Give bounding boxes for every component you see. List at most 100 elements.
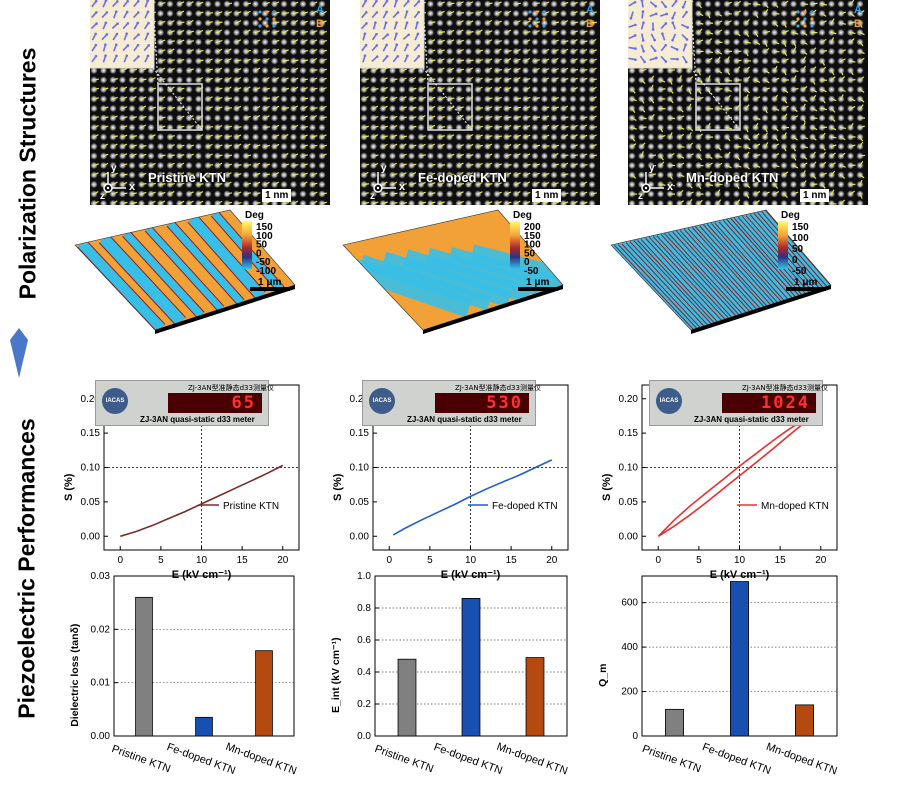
x-tick-label: 10 — [196, 555, 208, 566]
series-line — [657, 409, 822, 537]
axis-x-label: x — [399, 181, 406, 193]
strain-chart: 0 5 10 15 20 0.00 0.05 0.10 0.15 0.20 Fe-doped KTN… — [332, 384, 569, 581]
y-axis-label: Dielectric loss (tanδ) — [69, 624, 81, 727]
meter-caption: ZJ-3AN quasi-static d33 meter — [694, 415, 809, 424]
bar — [525, 657, 545, 737]
colorbar-unit: Deg — [781, 210, 800, 221]
atom-lattice — [90, 0, 328, 205]
scale-bar: 1 nm — [800, 189, 830, 202]
x-category-label: Mn-doped KTN — [224, 741, 298, 778]
zoom-region — [427, 83, 473, 131]
y-axis-label: E_int (kV cm⁻¹) — [330, 637, 342, 713]
y-tick-label: 0.0 — [357, 731, 371, 742]
pfm-scale-bar: 1 μm — [526, 277, 549, 288]
y-axis-label: S (%) — [63, 473, 75, 501]
x-tick-label: 10 — [465, 555, 477, 566]
y-tick-label: 0 — [632, 731, 638, 742]
bar — [195, 716, 213, 737]
bar — [255, 650, 273, 737]
x-tick-label: 15 — [237, 555, 249, 566]
y-tick-label: 400 — [621, 642, 638, 653]
pfm-scale-bar: 1 μm — [794, 277, 817, 288]
colorbar-tick: 0 — [256, 248, 262, 259]
y-tick-label: 0.15 — [350, 428, 370, 439]
polarization-inset — [360, 0, 425, 69]
x-category-label: Fe-doped KTN — [701, 741, 773, 777]
x-tick-label: 0 — [386, 555, 392, 566]
y-tick-label: 0.6 — [357, 635, 371, 646]
site-b-label: B — [854, 18, 862, 30]
meter-caption: ZJ-3AN quasi-static d33 meter — [140, 415, 255, 424]
d33-meter-photo: IACAS ZJ-3AN型准静态d33测量仪 1024 ZJ-3AN quasi-st… — [649, 380, 828, 426]
y-tick-label: 0.20 — [619, 394, 639, 405]
y-tick-label: 0.05 — [350, 497, 370, 508]
colorbar-tick: 100 — [792, 233, 809, 244]
site-a-label: A — [586, 4, 594, 16]
y-axis-label: S (%) — [332, 473, 344, 501]
colorbar — [778, 221, 788, 269]
iacas-logo: IACAS — [656, 388, 682, 414]
d33-meter-photo: IACAS ZJ-3AN型准静态d33测量仪 65 ZJ-3AN quasi-stat… — [95, 380, 274, 426]
y-tick-label: 0.20 — [350, 394, 370, 405]
ab-site-legend — [258, 10, 276, 28]
colorbar-tick: 150 — [256, 222, 273, 233]
y-tick-label: 0.10 — [619, 463, 639, 474]
colorbar-tick: 100 — [256, 231, 273, 242]
x-tick-label: 15 — [506, 555, 518, 566]
x-tick-label: 20 — [815, 555, 827, 566]
colorbar-tick: 150 — [524, 231, 541, 242]
colorbar-tick: 200 — [524, 222, 541, 233]
axis-x-label: x — [667, 181, 674, 193]
meter-cn-title: ZJ-3AN型准静态d33测量仪 — [455, 384, 541, 392]
polarization-inset — [628, 0, 693, 69]
axis-z-label: z — [370, 191, 375, 202]
site-b-label: B — [316, 18, 324, 30]
x-category-label: Mn-doped KTN — [495, 741, 569, 778]
y-tick-label: 0.4 — [357, 667, 371, 678]
colorbar-tick: 50 — [256, 240, 268, 251]
x-tick-label: 0 — [117, 555, 123, 566]
site-a-label: A — [854, 4, 862, 16]
bar — [730, 581, 750, 737]
y-tick-label: 0.02 — [91, 624, 111, 635]
colorbar-tick: -100 — [256, 266, 276, 277]
d33-meter-photo: IACAS ZJ-3AN型准静态d33测量仪 530 ZJ-3AN quasi-sta… — [362, 380, 541, 426]
axis-y-label: y — [111, 163, 117, 174]
y-tick-label: 0.15 — [81, 428, 101, 439]
x-category-label: Pristine KTN — [640, 743, 702, 775]
x-tick-label: 5 — [158, 555, 164, 566]
y-axis-label: S (%) — [601, 473, 613, 501]
colorbar-tick: 0 — [524, 257, 530, 268]
sample-label: Fe-doped KTN — [418, 170, 507, 185]
x-category-label: Pristine KTN — [373, 743, 435, 775]
bar — [795, 704, 815, 737]
y-tick-label: 0.15 — [619, 428, 639, 439]
x-tick-label: 20 — [277, 555, 289, 566]
axis-z-label: z — [638, 191, 643, 202]
meter-cn-title: ZJ-3AN型准静态d33测量仪 — [188, 384, 274, 392]
colorbar-tick: 0 — [792, 255, 798, 266]
axis-z-label: z — [100, 191, 105, 202]
iacas-logo: IACAS — [369, 388, 395, 414]
chart-area: 0 5 10 15 20 0.0 0 0.05 0.10 0.15 0.20 Pristine KTN… — [63, 384, 839, 778]
series-line-return — [657, 409, 822, 537]
zoom-region — [157, 83, 203, 131]
y-tick-label: 0.01 — [91, 678, 111, 689]
series-line — [120, 464, 284, 538]
iacas-logo: IACAS — [102, 388, 128, 414]
legend-label: Pristine KTN — [223, 501, 279, 512]
colorbar — [242, 221, 252, 269]
colorbar-tick: -50 — [256, 257, 271, 268]
legend-label: Mn-doped KTN — [761, 501, 829, 512]
colorbar-unit: Deg — [245, 210, 264, 221]
sample-label: Pristine KTN — [148, 170, 227, 185]
y-tick-label: 0.8 — [357, 603, 371, 614]
colorbar-tick: -50 — [524, 266, 539, 277]
sample-label: Mn-doped KTN — [686, 170, 779, 185]
y-tick-label: 600 — [621, 598, 638, 609]
